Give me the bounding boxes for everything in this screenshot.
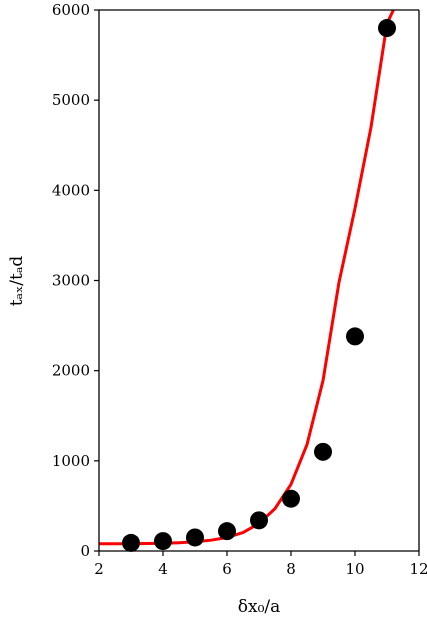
data-point [218,522,236,541]
y-tick-label: 1000 [52,452,90,470]
y-axis-label: tₐₓ/tₐd [7,256,27,307]
x-tick-label: 10 [345,560,364,578]
data-point [378,19,396,38]
data-point [314,442,332,461]
chart-marks [99,10,396,552]
y-tick-label: 5000 [52,91,90,109]
y-tick-label: 3000 [52,272,90,290]
x-tick-label: 2 [94,560,104,578]
data-point [250,511,268,530]
data-point [186,528,204,547]
data-point [154,532,172,551]
y-tick-label: 0 [80,542,90,560]
x-tick-label: 8 [286,560,296,578]
y-tick-label: 4000 [52,181,90,199]
fit-curve [99,10,395,546]
y-tick-label: 6000 [52,1,90,19]
x-tick-label: 4 [158,560,168,578]
axes: 2 4 6 8 10 12 0 1000 2000 3000 4000 5000 6000 [52,1,427,578]
x-tick-label: 6 [222,560,232,578]
y-tick-label: 2000 [52,362,90,380]
x-tick-label: 12 [409,560,427,578]
x-axis-label: δx₀/a [238,597,281,617]
data-point [122,533,140,552]
data-point [346,327,364,346]
data-point [282,489,300,508]
